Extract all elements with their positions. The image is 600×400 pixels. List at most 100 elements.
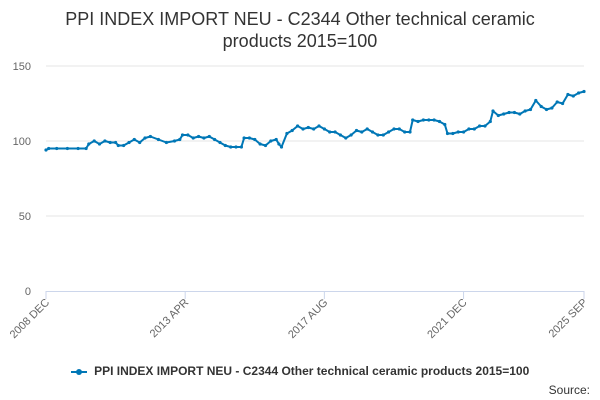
data-point[interactable] (143, 136, 147, 140)
data-point[interactable] (164, 140, 168, 145)
data-point[interactable] (478, 124, 482, 128)
data-point[interactable] (539, 104, 543, 109)
data-point[interactable] (296, 124, 300, 128)
data-point[interactable] (258, 142, 262, 146)
data-point[interactable] (156, 137, 160, 142)
data-point[interactable] (229, 145, 233, 149)
data-point[interactable] (437, 119, 442, 124)
data-point[interactable] (544, 107, 549, 112)
data-point[interactable] (285, 131, 289, 136)
data-point[interactable] (269, 139, 273, 143)
data-point[interactable] (263, 143, 268, 148)
data-point[interactable] (472, 127, 476, 131)
data-point[interactable] (518, 112, 522, 116)
data-point[interactable] (534, 98, 538, 103)
data-point[interactable] (274, 137, 278, 142)
data-point[interactable] (349, 133, 353, 137)
data-point[interactable] (550, 106, 554, 110)
data-point[interactable] (443, 122, 447, 127)
data-point[interactable] (178, 137, 182, 142)
data-point[interactable] (76, 146, 80, 151)
data-point[interactable] (408, 130, 412, 134)
data-point[interactable] (127, 140, 131, 145)
data-point[interactable] (370, 130, 375, 134)
data-point[interactable] (253, 137, 257, 142)
data-point[interactable] (523, 109, 527, 113)
data-point[interactable] (392, 127, 396, 131)
data-point[interactable] (432, 118, 436, 122)
data-point[interactable] (279, 145, 284, 149)
data-point[interactable] (306, 125, 310, 130)
data-point[interactable] (213, 137, 217, 142)
data-point[interactable] (148, 134, 152, 139)
data-point[interactable] (421, 118, 425, 122)
data-point[interactable] (512, 110, 517, 115)
data-point[interactable] (566, 92, 570, 97)
data-point[interactable] (483, 124, 487, 128)
data-point[interactable] (381, 133, 385, 137)
data-point[interactable] (92, 139, 96, 143)
data-point[interactable] (411, 118, 415, 122)
data-point[interactable] (344, 136, 348, 140)
data-point[interactable] (571, 94, 575, 98)
data-point[interactable] (354, 128, 359, 133)
data-point[interactable] (234, 145, 238, 149)
data-point[interactable] (507, 110, 511, 115)
data-point[interactable] (122, 143, 126, 148)
data-point[interactable] (55, 146, 59, 151)
data-point[interactable] (47, 146, 51, 151)
data-point[interactable] (97, 142, 102, 146)
data-point[interactable] (218, 140, 222, 145)
data-point[interactable] (87, 142, 91, 146)
data-point[interactable] (247, 136, 251, 140)
data-point[interactable] (277, 142, 281, 146)
data-point[interactable] (561, 101, 565, 106)
legend[interactable]: PPI INDEX IMPORT NEU - C2344 Other techn… (0, 364, 600, 378)
data-point[interactable] (132, 137, 136, 142)
data-point[interactable] (387, 130, 391, 134)
data-point[interactable] (360, 130, 364, 134)
data-point[interactable] (462, 130, 466, 134)
data-point[interactable] (223, 143, 227, 148)
data-point[interactable] (84, 146, 88, 151)
data-point[interactable] (242, 136, 246, 140)
data-point[interactable] (172, 139, 177, 143)
data-point[interactable] (65, 146, 69, 151)
data-point[interactable] (467, 127, 471, 131)
data-point[interactable] (180, 133, 185, 137)
data-point[interactable] (397, 127, 401, 131)
data-point[interactable] (555, 100, 559, 104)
data-point[interactable] (376, 133, 380, 137)
data-point[interactable] (239, 145, 243, 149)
data-point[interactable] (116, 143, 120, 148)
data-point[interactable] (44, 148, 48, 152)
data-point[interactable] (416, 119, 420, 124)
data-point[interactable] (528, 107, 533, 112)
data-point[interactable] (491, 109, 495, 113)
data-point[interactable] (301, 127, 305, 131)
data-point[interactable] (191, 136, 195, 140)
data-point[interactable] (365, 127, 369, 131)
data-point[interactable] (103, 139, 107, 143)
data-point[interactable] (317, 124, 321, 128)
data-point[interactable] (322, 127, 326, 131)
data-point[interactable] (577, 91, 581, 95)
data-point[interactable] (328, 130, 332, 134)
data-point[interactable] (445, 131, 450, 136)
data-point[interactable] (403, 130, 407, 134)
data-point[interactable] (333, 130, 337, 134)
data-point[interactable] (108, 140, 112, 145)
data-point[interactable] (488, 119, 492, 124)
data-point[interactable] (138, 140, 142, 145)
data-point[interactable] (312, 127, 316, 131)
data-point[interactable] (338, 133, 342, 137)
data-point[interactable] (290, 128, 294, 133)
data-point[interactable] (582, 89, 586, 94)
data-point[interactable] (186, 133, 190, 137)
data-point[interactable] (114, 140, 118, 145)
data-point[interactable] (451, 131, 455, 136)
data-point[interactable] (197, 134, 201, 139)
data-point[interactable] (202, 136, 206, 140)
data-point[interactable] (456, 130, 460, 134)
data-point[interactable] (207, 134, 211, 139)
